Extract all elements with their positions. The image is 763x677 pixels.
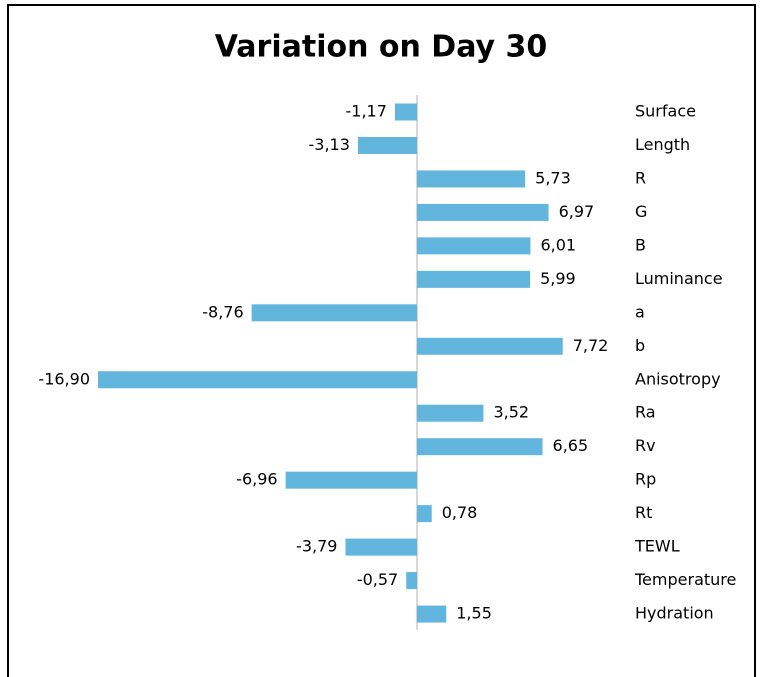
value-label: -3,79 bbox=[296, 537, 337, 556]
category-label: Rt bbox=[635, 503, 652, 522]
value-label: -8,76 bbox=[202, 302, 243, 321]
bar bbox=[406, 572, 417, 590]
category-label: a bbox=[635, 302, 645, 321]
value-label: 1,55 bbox=[456, 604, 492, 623]
category-label: G bbox=[635, 202, 647, 221]
category-label: b bbox=[635, 336, 645, 355]
bar bbox=[98, 371, 417, 389]
category-label: Temperature bbox=[634, 570, 736, 589]
bar bbox=[417, 404, 484, 422]
category-label: TEWL bbox=[634, 537, 680, 556]
chart-title: Variation on Day 30 bbox=[215, 30, 548, 65]
category-label: Surface bbox=[635, 102, 696, 121]
category-label: Hydration bbox=[635, 604, 714, 623]
bar bbox=[417, 170, 526, 188]
bar bbox=[251, 304, 417, 322]
value-label: 7,72 bbox=[573, 336, 609, 355]
bar bbox=[417, 438, 543, 456]
category-label: Luminance bbox=[635, 269, 723, 288]
value-label: -6,96 bbox=[236, 470, 277, 489]
bar bbox=[417, 270, 531, 288]
bar bbox=[417, 203, 549, 221]
bar bbox=[417, 505, 432, 523]
value-label: -16,90 bbox=[38, 369, 90, 388]
value-label: 5,99 bbox=[540, 269, 576, 288]
value-label: 5,73 bbox=[535, 168, 571, 187]
value-label: 6,97 bbox=[559, 202, 595, 221]
bar bbox=[394, 103, 417, 121]
category-label: Length bbox=[635, 135, 690, 154]
bar bbox=[345, 538, 417, 556]
value-label: 6,01 bbox=[540, 235, 576, 254]
value-label: 3,52 bbox=[493, 403, 529, 422]
category-label: Rv bbox=[635, 436, 656, 455]
value-label: -0,57 bbox=[357, 570, 398, 589]
category-label: Anisotropy bbox=[635, 369, 721, 388]
value-label: 6,65 bbox=[553, 436, 589, 455]
value-label: 0,78 bbox=[442, 503, 478, 522]
bar bbox=[417, 237, 531, 255]
category-label: R bbox=[635, 168, 646, 187]
category-label: B bbox=[635, 235, 646, 254]
bar bbox=[285, 471, 417, 489]
frame bbox=[7, 4, 756, 677]
value-label: -3,13 bbox=[309, 135, 350, 154]
bar bbox=[357, 136, 417, 154]
bar bbox=[417, 605, 447, 623]
category-label: Ra bbox=[635, 403, 656, 422]
category-label: Rp bbox=[635, 470, 656, 489]
value-label: -1,17 bbox=[346, 102, 387, 121]
bar bbox=[417, 337, 563, 355]
